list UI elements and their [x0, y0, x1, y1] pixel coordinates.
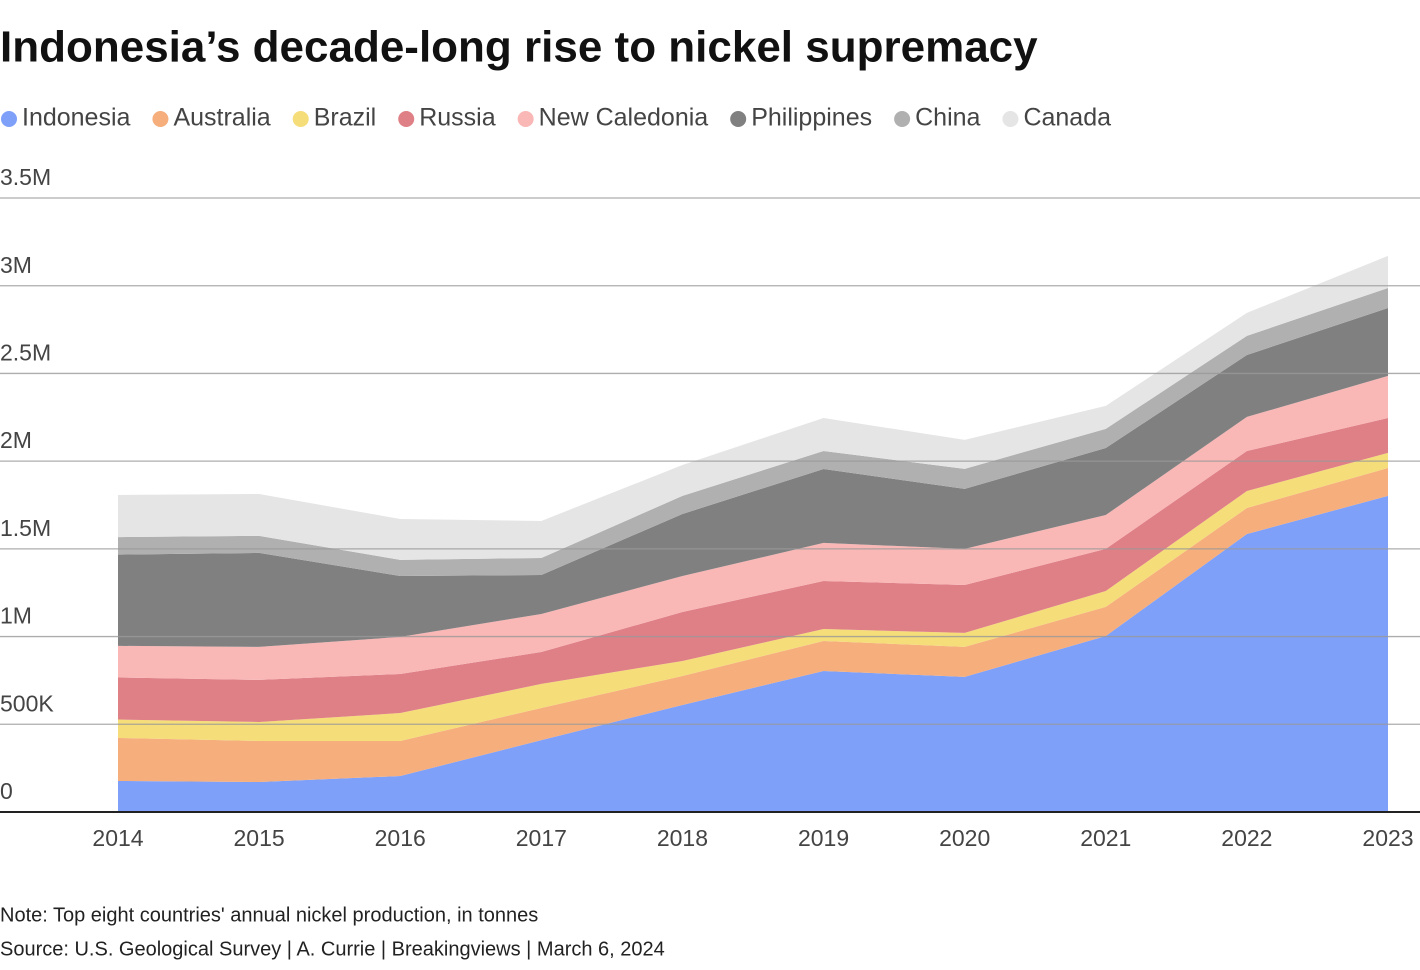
y-tick-label: 1.5M — [0, 515, 51, 541]
chart-title: Indonesia’s decade-long rise to nickel s… — [0, 23, 1038, 72]
x-tick-label: 2018 — [657, 825, 708, 851]
legend-label: New Caledonia — [539, 104, 709, 132]
area — [118, 287, 1388, 577]
legend-marker — [152, 111, 169, 127]
legend-marker — [398, 111, 415, 127]
area — [118, 467, 1388, 783]
note: Note: Top eight countries' annual nickel… — [0, 904, 538, 926]
legend-marker — [894, 111, 911, 127]
legend-marker — [1, 111, 17, 127]
legend-label: Brazil — [314, 104, 377, 132]
area — [118, 307, 1388, 647]
x-tick-label: 2020 — [939, 825, 990, 851]
legend-marker — [1002, 111, 1019, 127]
area — [118, 375, 1388, 680]
x-tick-label: 2017 — [516, 825, 567, 851]
source: Source: U.S. Geological Survey | A. Curr… — [0, 938, 665, 960]
legend-label: Australia — [173, 104, 270, 132]
legend-label: Philippines — [751, 104, 872, 132]
plot-area — [118, 255, 1388, 812]
area — [118, 255, 1388, 560]
legend-label: Russia — [419, 104, 496, 132]
legend-label: Canada — [1023, 104, 1111, 132]
legend-marker — [730, 111, 747, 127]
x-tick-label: 2021 — [1080, 825, 1131, 851]
x-tick-label: 2015 — [234, 825, 285, 851]
y-tick-label: 2M — [0, 427, 32, 453]
legend-marker — [517, 111, 534, 127]
y-tick-label: 500K — [0, 690, 54, 716]
x-tick-label: 2022 — [1221, 825, 1272, 851]
x-tick-label: 2019 — [798, 825, 849, 851]
area — [118, 495, 1388, 812]
legend-marker — [292, 111, 309, 127]
x-tick-label: 2014 — [92, 825, 143, 851]
legend-label: China — [915, 104, 980, 132]
y-tick-label: 1M — [0, 603, 32, 629]
x-tick-label: 2023 — [1362, 825, 1413, 851]
y-tick-label: 3.5M — [0, 164, 51, 190]
legend-label: Indonesia — [22, 104, 131, 132]
x-tick-label: 2016 — [375, 825, 426, 851]
y-tick-label: 2.5M — [0, 340, 51, 366]
y-tick-label: 0 — [0, 778, 13, 804]
area — [118, 417, 1388, 723]
y-tick-label: 3M — [0, 252, 32, 278]
